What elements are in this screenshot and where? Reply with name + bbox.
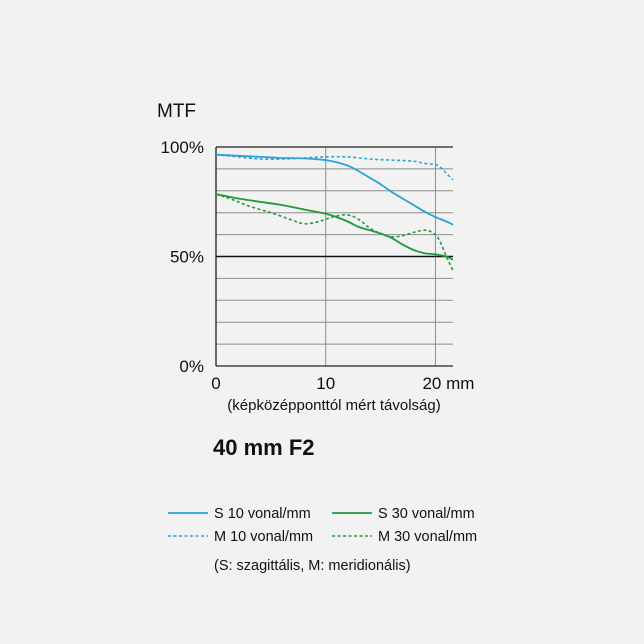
lens-title: 40 mm F2 bbox=[213, 435, 315, 460]
x-tick-label: 20 mm bbox=[422, 374, 474, 393]
chart-title: MTF bbox=[157, 101, 196, 122]
legend-entry-label: M 30 vonal/mm bbox=[378, 529, 477, 545]
x-tick-labels: 0 10 20 mm bbox=[211, 374, 474, 393]
x-axis-label: (képközépponttól mért távolság) bbox=[227, 397, 440, 414]
legend-entry-label: S 10 vonal/mm bbox=[214, 506, 311, 522]
x-tick-label: 0 bbox=[211, 374, 220, 393]
y-tick-label: 50% bbox=[170, 248, 204, 267]
x-tick-label: 10 bbox=[316, 374, 335, 393]
legend: S 10 vonal/mm M 10 vonal/mm S 30 vonal/mm M… bbox=[168, 506, 477, 545]
series-lines bbox=[215, 153, 454, 272]
series-line-0 bbox=[215, 153, 454, 226]
y-tick-label: 100% bbox=[161, 138, 204, 157]
legend-note: (S: szagittális, M: meridionális) bbox=[214, 558, 411, 574]
series-line-3 bbox=[215, 193, 454, 272]
axes bbox=[215, 146, 453, 367]
y-tick-labels: 0% 50% 100% bbox=[161, 138, 204, 376]
legend-entry-label: M 10 vonal/mm bbox=[214, 529, 313, 545]
series-line-1 bbox=[215, 153, 454, 181]
legend-entry-label: S 30 vonal/mm bbox=[378, 506, 475, 522]
series-line-2 bbox=[215, 193, 454, 261]
y-tick-label: 0% bbox=[179, 357, 204, 376]
